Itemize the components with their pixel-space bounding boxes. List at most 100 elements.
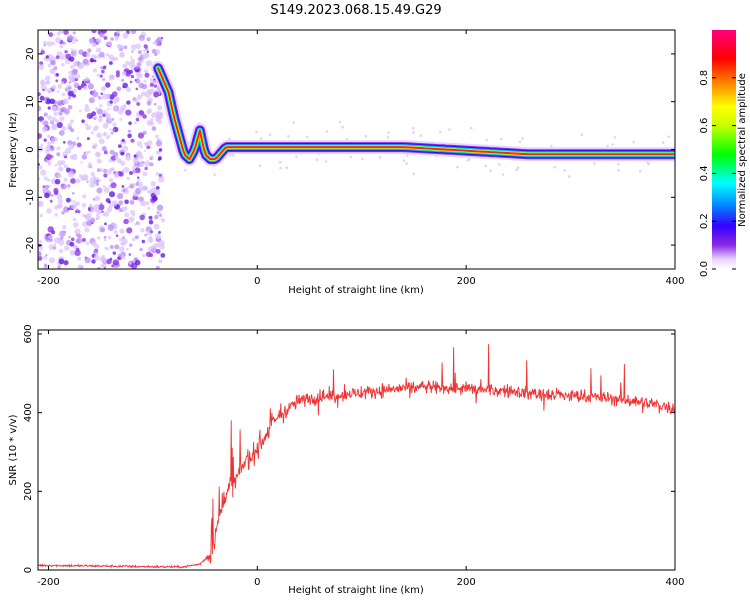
noise-point	[62, 225, 67, 230]
noise-point	[101, 93, 108, 100]
noise-point	[143, 44, 148, 49]
noise-point	[63, 164, 68, 169]
noise-point	[86, 180, 89, 183]
noise-point	[65, 147, 72, 154]
noise-point	[51, 85, 57, 90]
noise-point	[141, 253, 146, 258]
noise-point	[75, 210, 78, 213]
noise-point	[325, 130, 329, 133]
noise-point	[412, 126, 415, 130]
noise-point	[100, 227, 105, 233]
noise-point	[72, 41, 75, 44]
noise-point	[107, 107, 110, 111]
noise-point	[39, 61, 44, 66]
y-tick-label: 0	[25, 146, 36, 152]
noise-point	[77, 210, 81, 214]
noise-point	[127, 133, 132, 139]
noise-point	[484, 164, 488, 168]
noise-point	[43, 138, 47, 142]
noise-point	[553, 166, 557, 169]
noise-point	[295, 155, 298, 158]
noise-point	[106, 206, 113, 213]
noise-point	[67, 122, 72, 128]
noise-point	[129, 209, 136, 215]
noise-point	[77, 85, 82, 91]
noise-point	[90, 206, 96, 212]
noise-point	[135, 65, 139, 70]
noise-point	[122, 82, 128, 89]
x-tick-label: 400	[665, 577, 684, 588]
noise-point	[43, 40, 48, 46]
noise-point	[137, 94, 143, 100]
noise-point	[59, 116, 65, 122]
noise-point	[54, 163, 58, 167]
noise-point	[419, 134, 423, 137]
noise-point	[155, 49, 161, 55]
noise-point	[148, 215, 153, 220]
noise-point	[114, 155, 119, 160]
noise-point	[51, 116, 57, 122]
noise-point	[110, 131, 114, 135]
noise-point	[160, 217, 166, 223]
noise-point	[104, 222, 107, 226]
noise-point	[108, 178, 114, 183]
noise-point	[93, 143, 98, 148]
noise-point	[563, 169, 566, 172]
noise-point	[118, 200, 124, 206]
noise-point	[109, 100, 113, 104]
noise-point	[338, 120, 342, 124]
noise-point	[40, 120, 44, 124]
noise-point	[279, 166, 282, 170]
noise-point	[135, 117, 140, 122]
noise-point	[57, 84, 62, 89]
noise-point	[134, 98, 139, 103]
noise-point	[124, 199, 129, 205]
noise-point	[159, 240, 165, 246]
noise-point	[155, 134, 159, 139]
noise-point	[97, 266, 101, 269]
noise-point	[69, 241, 75, 247]
noise-point	[40, 143, 44, 147]
noise-point	[133, 154, 137, 158]
noise-point	[82, 174, 89, 180]
noise-point	[110, 182, 117, 189]
noise-point	[158, 259, 163, 264]
noise-point	[580, 133, 584, 137]
noise-point	[113, 106, 118, 111]
noise-point	[268, 133, 272, 136]
noise-point	[62, 41, 66, 45]
noise-point	[74, 73, 81, 80]
noise-point	[87, 81, 91, 84]
noise-point	[99, 51, 105, 58]
noise-point	[111, 91, 118, 97]
noise-point	[144, 233, 148, 237]
noise-point	[122, 145, 129, 152]
noise-point	[55, 55, 60, 60]
noise-point	[134, 257, 138, 261]
noise-point	[61, 63, 65, 67]
noise-point	[51, 123, 58, 131]
noise-point	[144, 142, 149, 147]
noise-point	[107, 224, 115, 231]
noise-point	[146, 100, 152, 106]
noise-point	[89, 58, 95, 63]
noise-point	[53, 243, 57, 246]
noise-point	[116, 30, 121, 34]
noise-scatter	[38, 30, 670, 269]
noise-point	[47, 134, 51, 139]
noise-point	[56, 152, 61, 157]
noise-point	[128, 216, 135, 223]
noise-point	[151, 75, 155, 78]
noise-point	[63, 141, 66, 144]
noise-point	[485, 138, 489, 142]
noise-point	[38, 200, 44, 207]
noise-point	[98, 117, 103, 123]
noise-point	[146, 119, 153, 126]
noise-point	[117, 158, 122, 164]
noise-point	[47, 115, 52, 121]
colorbar-tick-label: 0.2	[699, 213, 710, 229]
noise-point	[100, 263, 105, 268]
noise-point	[43, 112, 48, 117]
noise-point	[156, 111, 163, 118]
noise-point	[141, 239, 145, 244]
